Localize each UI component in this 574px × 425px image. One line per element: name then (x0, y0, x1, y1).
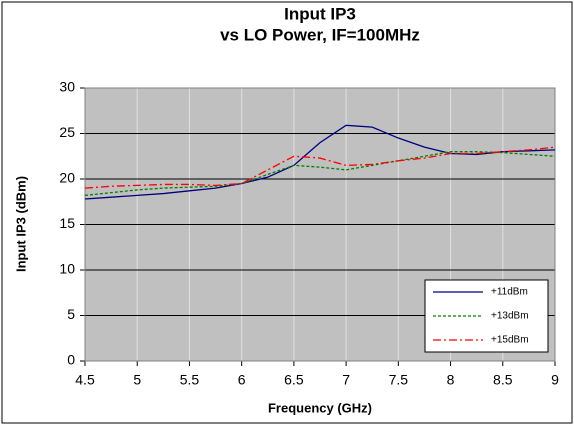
legend-label: +13dBm (491, 311, 529, 322)
x-tick-label: 7 (342, 372, 350, 388)
legend-label: +11dBm (491, 287, 528, 298)
y-tick-label: 5 (67, 306, 75, 322)
y-tick-label: 30 (59, 79, 75, 95)
x-tick-label: 5.5 (180, 372, 200, 388)
series-line (84, 124, 556, 200)
chart-subtitle: vs LO Power, IF=100MHz (220, 25, 420, 44)
x-tick-label: 4.5 (75, 372, 95, 388)
y-tick-label: 15 (59, 215, 75, 231)
y-axis-title: Input IP3 (dBm) (13, 176, 28, 272)
y-tick-label: 25 (59, 124, 75, 140)
y-tick-label: 0 (67, 352, 75, 368)
x-tick-label: 8.5 (493, 372, 513, 388)
series-line (84, 146, 556, 189)
x-tick-label: 6.5 (284, 372, 304, 388)
y-tick-label: 20 (59, 170, 75, 186)
series-line (84, 151, 556, 197)
x-tick-label: 8 (447, 372, 455, 388)
x-tick-label: 6 (238, 372, 246, 388)
legend-label: +15dBm (491, 335, 529, 346)
chart-title: Input IP3 (284, 4, 356, 23)
x-axis-title: Frequency (GHz) (268, 400, 372, 415)
x-tick-label: 5 (133, 372, 141, 388)
x-tick-label: 7.5 (389, 372, 409, 388)
plot-frame (84, 87, 556, 362)
y-tick-label: 10 (59, 261, 75, 277)
x-tick-label: 9 (551, 372, 559, 388)
